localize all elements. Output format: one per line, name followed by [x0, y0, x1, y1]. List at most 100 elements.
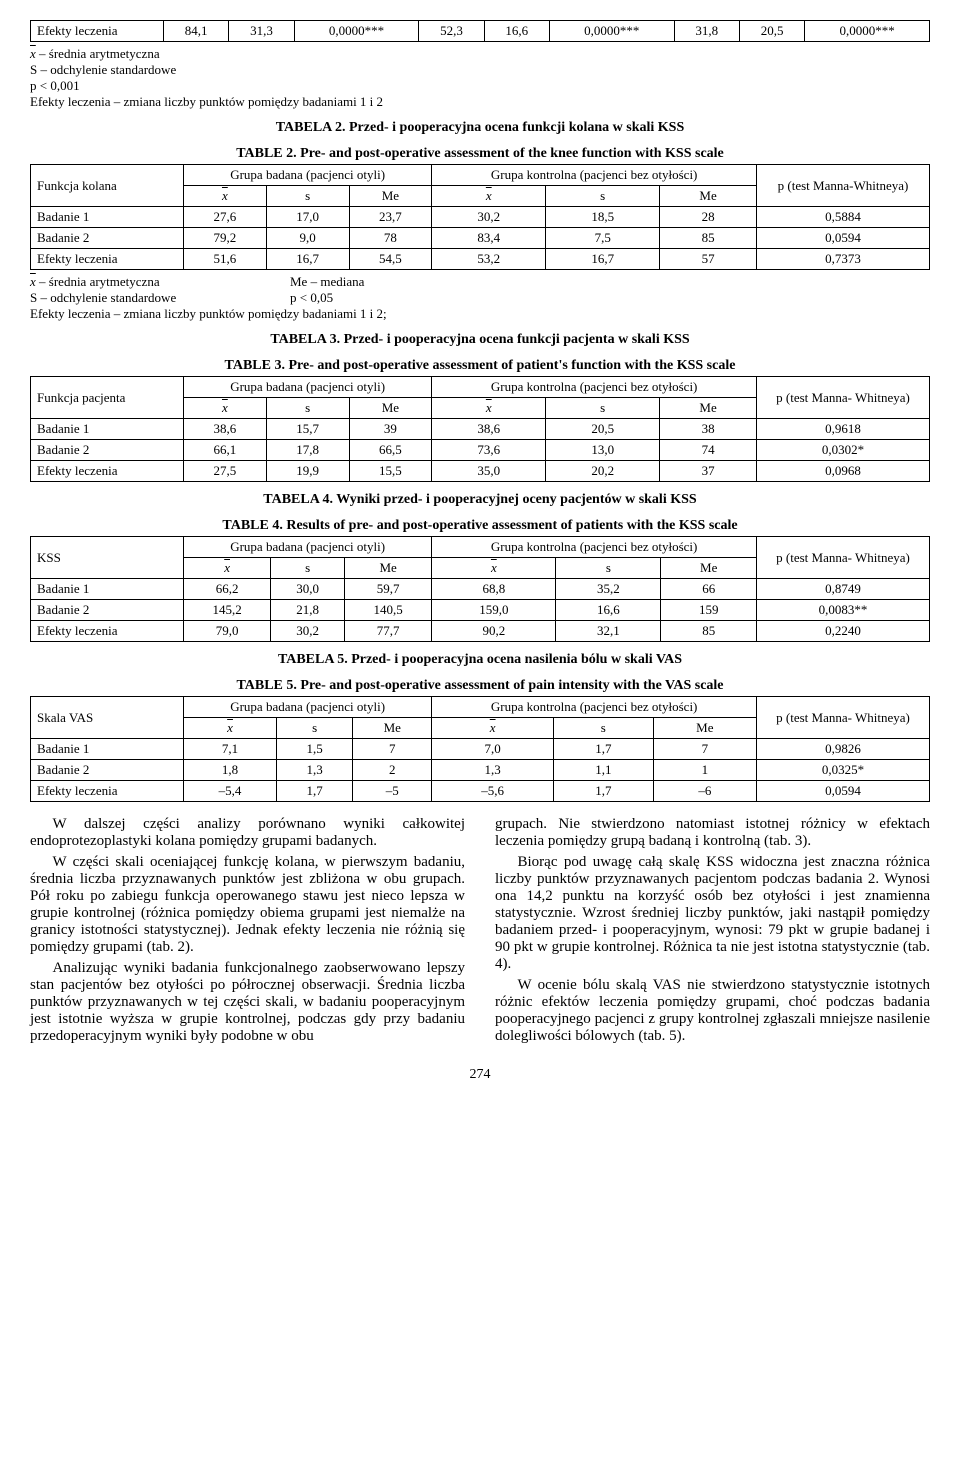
table4-caption-pl: TABELA 4. Wyniki przed- i pooperacyjnej … [30, 492, 930, 508]
col-header: Me [660, 186, 757, 207]
cell: 0,2240 [757, 621, 930, 642]
table2-caption-pl: TABELA 2. Przed- i pooperacyjna ocena fu… [30, 120, 930, 136]
xbar-header: x [432, 558, 556, 579]
cell: 38,6 [432, 419, 546, 440]
xbar-header: x [184, 718, 277, 739]
table-row: Badanie 2 1,81,321,31,110,0325* [31, 760, 930, 781]
table-row: Badanie 2 66,117,866,573,613,0740,0302* [31, 440, 930, 461]
table-row: Badanie 2 145,221,8140,5159,016,61590,00… [31, 600, 930, 621]
cell: 66,2 [184, 579, 271, 600]
cell: 39 [349, 419, 432, 440]
cell: 30,0 [271, 579, 345, 600]
xbar-header: x [432, 186, 546, 207]
xbar-header: x [432, 718, 554, 739]
cell: 37 [660, 461, 757, 482]
table5-caption-en: TABLE 5. Pre- and post-operative assessm… [30, 678, 930, 694]
table-row: Badanie 2 79,29,07883,47,5850,0594 [31, 228, 930, 249]
col-header: Skala VAS [31, 697, 184, 739]
table-2: Funkcja kolana Grupa badana (pacjenci ot… [30, 164, 930, 270]
paragraph: grupach. Nie stwierdzono natomiast istot… [495, 816, 930, 850]
col-header: s [266, 186, 349, 207]
cell: 1,3 [277, 760, 353, 781]
row-label: Efekty leczenia [31, 781, 184, 802]
col-header: Grupa kontrolna (pacjenci bez otyłości) [432, 165, 757, 186]
body-left-column: W dalszej części analizy porównano wynik… [30, 816, 465, 1049]
table-5: Skala VAS Grupa badana (pacjenci otyli) … [30, 696, 930, 802]
table3-caption-pl: TABELA 3. Przed- i pooperacyjna ocena fu… [30, 332, 930, 348]
cell: 7,0 [432, 739, 554, 760]
cell: 30,2 [271, 621, 345, 642]
cell: 1,7 [277, 781, 353, 802]
table-row: Efekty leczenia 51,616,754,553,216,7570,… [31, 249, 930, 270]
cell: –6 [653, 781, 756, 802]
xbar-header: x [432, 398, 546, 419]
paragraph: W dalszej części analizy porównano wynik… [30, 816, 465, 850]
cell: 2 [353, 760, 432, 781]
legend-line: S – odchylenie standardowe [30, 290, 290, 306]
cell: 7,5 [546, 228, 660, 249]
row-label: Badanie 1 [31, 419, 184, 440]
cell: 16,6 [556, 600, 661, 621]
cell: 16,6 [484, 21, 549, 42]
cell: 28 [660, 207, 757, 228]
table-row: Efekty leczenia 27,519,915,535,020,2370,… [31, 461, 930, 482]
cell: 51,6 [184, 249, 267, 270]
legend-line: Efekty leczenia – zmiana liczby punktów … [30, 94, 930, 110]
paragraph: Biorąc pod uwagę całą skalę KSS widoczna… [495, 854, 930, 973]
cell: 68,8 [432, 579, 556, 600]
cell: 16,7 [546, 249, 660, 270]
legend-line: p < 0,001 [30, 78, 930, 94]
row-label: Badanie 2 [31, 760, 184, 781]
cell: 38,6 [184, 419, 267, 440]
legend-line: S – odchylenie standardowe [30, 62, 930, 78]
cell: 27,5 [184, 461, 267, 482]
cell: 79,0 [184, 621, 271, 642]
xbar-header: x [184, 558, 271, 579]
cell: 20,5 [739, 21, 804, 42]
cell: –5 [353, 781, 432, 802]
paragraph: Analizując wyniki badania funkcjonalnego… [30, 960, 465, 1045]
body-right-column: grupach. Nie stwierdzono natomiast istot… [495, 816, 930, 1049]
cell: 0,0325* [757, 760, 930, 781]
cell: 57 [660, 249, 757, 270]
cell: 66,5 [349, 440, 432, 461]
cell: –5,6 [432, 781, 554, 802]
cell: 0,0083** [757, 600, 930, 621]
col-header: s [554, 718, 654, 739]
col-header: s [556, 558, 661, 579]
cell: –5,4 [184, 781, 277, 802]
row-label: Badanie 2 [31, 600, 184, 621]
table-header-row: Skala VAS Grupa badana (pacjenci otyli) … [31, 697, 930, 718]
table-header-row: KSS Grupa badana (pacjenci otyli) Grupa … [31, 537, 930, 558]
cell: 1,8 [184, 760, 277, 781]
cell: 7 [353, 739, 432, 760]
col-header: Grupa badana (pacjenci otyli) [184, 697, 432, 718]
col-header: Me [349, 398, 432, 419]
col-header: s [546, 186, 660, 207]
cell: 13,0 [546, 440, 660, 461]
cell: 15,7 [266, 419, 349, 440]
table2-caption-en: TABLE 2. Pre- and post-operative assessm… [30, 146, 930, 162]
col-header: Funkcja pacjenta [31, 377, 184, 419]
col-header: KSS [31, 537, 184, 579]
body-text: W dalszej części analizy porównano wynik… [30, 816, 930, 1049]
cell: 53,2 [432, 249, 546, 270]
col-header: Funkcja kolana [31, 165, 184, 207]
cell: 1 [653, 760, 756, 781]
cell: 38 [660, 419, 757, 440]
cell: 19,9 [266, 461, 349, 482]
table-row: Badanie 1 7,11,577,01,770,9826 [31, 739, 930, 760]
cell: 32,1 [556, 621, 661, 642]
legend-2: x – średnia arytmetycznaMe – mediana S –… [30, 274, 930, 322]
table4-caption-en: TABLE 4. Results of pre- and post-operat… [30, 518, 930, 534]
cell: 31,3 [229, 21, 294, 42]
cell: 83,4 [432, 228, 546, 249]
cell: 7,1 [184, 739, 277, 760]
cell: 20,5 [546, 419, 660, 440]
cell: 0,9826 [757, 739, 930, 760]
cell: 54,5 [349, 249, 432, 270]
cell: 77,7 [345, 621, 432, 642]
cell: 0,0000*** [549, 21, 674, 42]
cell: 21,8 [271, 600, 345, 621]
cell: 30,2 [432, 207, 546, 228]
